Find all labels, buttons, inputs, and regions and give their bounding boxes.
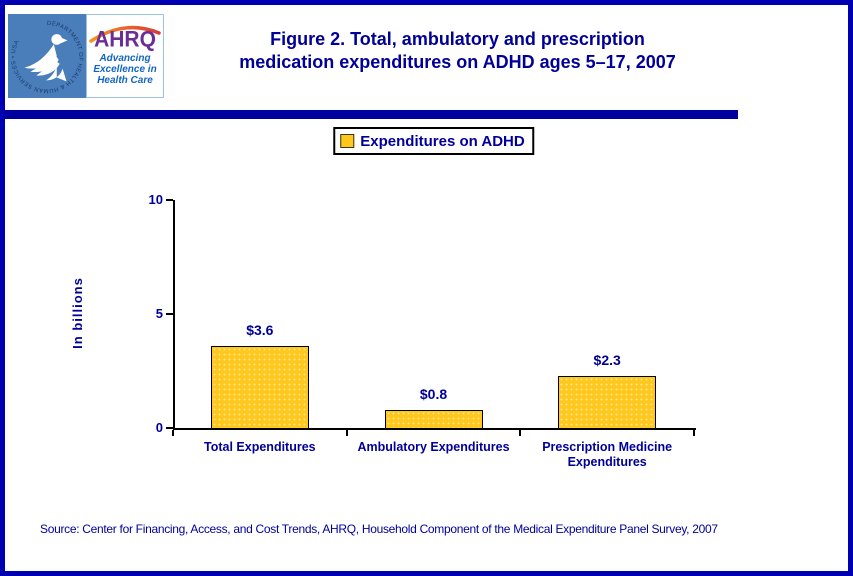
ahrq-wordmark: AHRQ <box>94 27 156 52</box>
bar-value-label: $3.6 <box>246 321 274 338</box>
y-tick-label: 0 <box>155 420 163 435</box>
x-category-label: Prescription Medicine Expenditures <box>542 440 673 469</box>
figure-title-line1: Figure 2. Total, ambulatory and prescrip… <box>270 29 645 49</box>
x-tick-mark <box>519 430 522 436</box>
agency-logo: DEPARTMENT OF HEALTH & HUMAN SERVICES • … <box>8 14 164 98</box>
y-axis-label: In billions <box>70 277 85 349</box>
figure-title: Figure 2. Total, ambulatory and prescrip… <box>170 28 745 74</box>
x-category-label: Total Expenditures <box>204 440 316 454</box>
bar <box>558 375 657 429</box>
eagle-glyph <box>24 34 68 82</box>
bar-value-label: $2.3 <box>593 351 621 368</box>
ahrq-logo: AHRQ Advancing Excellence in Health Care <box>86 14 164 98</box>
y-tick-mark <box>166 427 173 429</box>
x-tick-mark <box>345 430 348 436</box>
y-tick-label: 5 <box>155 306 163 321</box>
y-tick-mark <box>166 313 173 315</box>
x-category-label: Ambulatory Expenditures <box>357 440 510 454</box>
x-tick-mark <box>693 430 695 436</box>
legend-label: Expenditures on ADHD <box>360 132 525 150</box>
plot-area <box>173 200 696 430</box>
y-tick-label: 10 <box>148 192 163 207</box>
hhs-eagle-icon: DEPARTMENT OF HEALTH & HUMAN SERVICES • … <box>8 15 86 97</box>
ahrq-arc-icon <box>89 25 161 43</box>
tagline-line: Excellence in <box>93 64 157 75</box>
y-tick-mark <box>166 199 173 201</box>
figure-title-line2: medication expenditures on ADHD ages 5–1… <box>239 52 676 72</box>
chart-legend: Expenditures on ADHD <box>333 127 535 155</box>
bar <box>384 409 483 429</box>
bar-value-label: $0.8 <box>419 385 448 402</box>
divider-bar <box>5 110 738 119</box>
bar <box>210 345 309 429</box>
ahrq-tagline: Advancing Excellence in Health Care <box>93 53 156 86</box>
tagline-line: Health Care <box>97 75 153 86</box>
legend-swatch-icon <box>340 134 355 148</box>
source-note: Source: Center for Financing, Access, an… <box>40 522 718 536</box>
hhs-seal: DEPARTMENT OF HEALTH & HUMAN SERVICES • … <box>8 14 86 98</box>
x-tick-mark <box>172 430 174 436</box>
tagline-line: Advancing <box>99 53 151 64</box>
